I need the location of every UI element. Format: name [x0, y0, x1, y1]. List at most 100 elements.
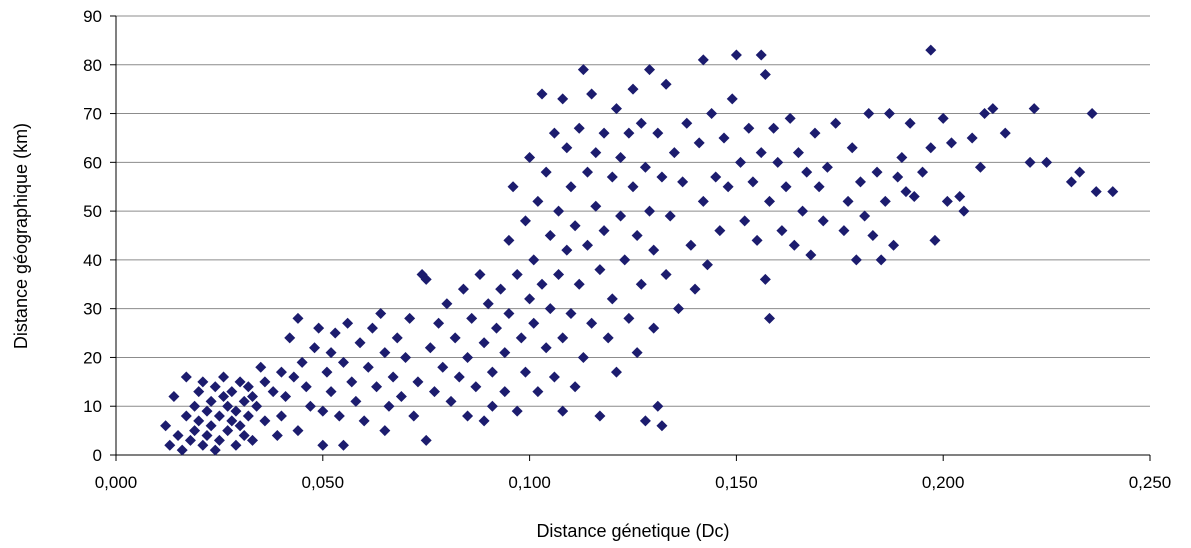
data-point	[532, 195, 544, 207]
data-point	[507, 181, 519, 193]
data-point	[478, 415, 490, 427]
data-point	[590, 147, 602, 159]
data-point	[325, 347, 337, 359]
data-point	[395, 390, 407, 402]
data-point	[623, 312, 635, 324]
data-point	[937, 112, 949, 124]
data-point	[602, 332, 614, 344]
data-point	[321, 366, 333, 378]
data-point	[900, 186, 912, 198]
data-point	[557, 405, 569, 417]
data-point	[1024, 156, 1036, 168]
data-point	[337, 439, 349, 451]
data-point	[491, 322, 503, 334]
data-point	[524, 151, 536, 163]
data-point	[201, 429, 213, 441]
data-point	[553, 269, 565, 281]
data-point	[838, 225, 850, 237]
data-point	[379, 425, 391, 437]
data-point	[1074, 166, 1086, 178]
data-point	[623, 127, 635, 139]
data-point	[213, 434, 225, 446]
data-point	[189, 400, 201, 412]
data-point	[660, 269, 672, 281]
data-point	[1028, 103, 1040, 115]
data-point	[892, 171, 904, 183]
data-point	[842, 195, 854, 207]
y-axis-title: Distance géographique (km)	[11, 123, 31, 349]
data-point	[561, 142, 573, 154]
data-point	[317, 405, 329, 417]
data-point	[817, 215, 829, 227]
data-point	[346, 376, 358, 388]
y-tick-label: 50	[83, 202, 102, 221]
data-point	[859, 210, 871, 222]
data-point	[999, 127, 1011, 139]
data-point	[329, 327, 341, 339]
data-point	[437, 361, 449, 373]
data-point	[255, 361, 267, 373]
data-point	[582, 166, 594, 178]
data-point	[288, 371, 300, 383]
data-point	[511, 269, 523, 281]
data-point	[561, 244, 573, 256]
data-point	[470, 381, 482, 393]
data-point	[677, 176, 689, 188]
data-point	[404, 312, 416, 324]
data-point	[309, 342, 321, 354]
data-point	[706, 108, 718, 120]
data-point	[230, 405, 242, 417]
data-point	[350, 395, 362, 407]
data-point	[478, 337, 490, 349]
data-point	[635, 278, 647, 290]
data-point	[205, 395, 217, 407]
data-point	[205, 420, 217, 432]
data-point	[259, 376, 271, 388]
data-point	[821, 161, 833, 173]
data-point	[362, 361, 374, 373]
data-point	[400, 351, 412, 363]
data-point	[222, 400, 234, 412]
data-point	[805, 249, 817, 261]
data-point	[333, 410, 345, 422]
data-point	[701, 259, 713, 271]
data-point	[275, 366, 287, 378]
data-point	[445, 395, 457, 407]
data-point	[251, 400, 263, 412]
data-point	[954, 190, 966, 202]
data-point	[548, 371, 560, 383]
data-point	[519, 366, 531, 378]
data-point	[631, 230, 643, 241]
data-point	[929, 234, 941, 246]
y-tick-label: 20	[83, 348, 102, 367]
data-point	[242, 410, 254, 422]
y-tick-label: 70	[83, 105, 102, 124]
data-point	[672, 303, 684, 315]
data-point	[292, 425, 304, 437]
data-point	[536, 88, 548, 100]
data-point	[218, 390, 230, 402]
data-point	[888, 239, 900, 251]
data-point	[615, 151, 627, 163]
data-point	[1107, 186, 1119, 198]
data-point	[176, 444, 188, 456]
data-point	[193, 386, 205, 398]
data-point	[317, 439, 329, 451]
data-point	[610, 103, 622, 115]
data-point	[751, 234, 763, 246]
data-point	[577, 64, 589, 76]
data-point	[540, 342, 552, 354]
data-point	[610, 366, 622, 378]
data-point	[735, 156, 747, 168]
data-point	[532, 386, 544, 398]
data-point	[457, 283, 469, 295]
data-point	[453, 371, 465, 383]
data-point	[246, 434, 258, 446]
data-point	[275, 410, 287, 422]
data-point	[486, 366, 498, 378]
data-point	[540, 166, 552, 178]
data-point	[573, 278, 585, 290]
data-point	[371, 381, 383, 393]
data-point	[573, 122, 585, 134]
axes	[110, 15, 1151, 461]
